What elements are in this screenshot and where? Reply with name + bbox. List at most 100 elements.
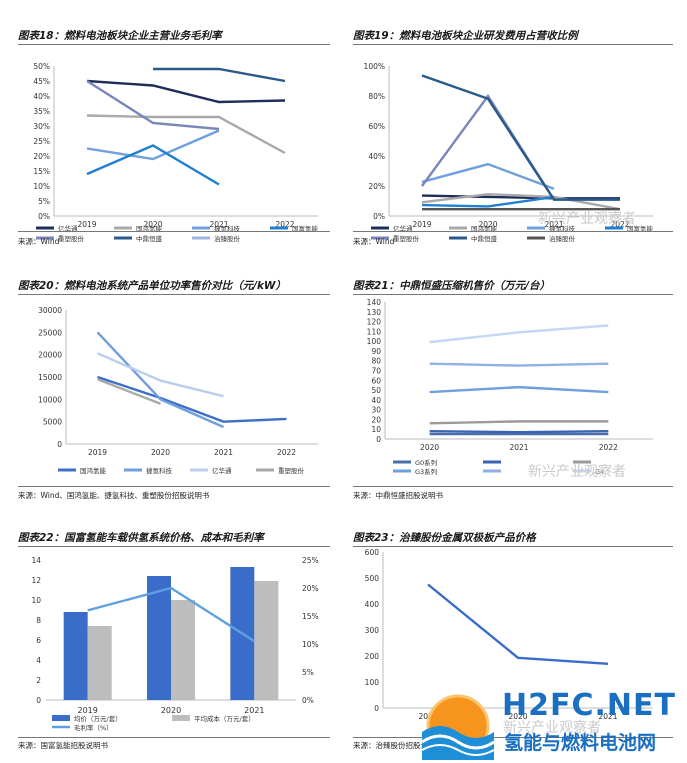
source-rule <box>18 737 330 738</box>
chart-19: 0% 20% 40% 60% 80% 100% 2019 2020 2021 2022 亿华通 国鸿氢… <box>364 62 654 243</box>
x-tick-label: 2022 <box>599 443 618 452</box>
legend-label: G4 <box>595 468 604 476</box>
y-tick-label: 25% <box>33 137 50 146</box>
y-tick-label: 110 <box>367 327 382 336</box>
bar-平均成本（万元/套） <box>171 600 195 700</box>
series-line-国鸿氢能 <box>421 192 621 211</box>
y-tick-label: 5% <box>38 197 50 206</box>
chart-20: 0 5000 10000 15000 20000 25000 30000 2019 2020 20… <box>38 306 318 475</box>
y-tick-label: 100 <box>367 337 382 346</box>
y-tick-label: 60 <box>371 376 381 385</box>
series-line-中鼎恒盛 <box>421 74 620 201</box>
y-tick-label: 200 <box>365 652 380 661</box>
legend-label: 中鼎恒盛 <box>471 234 498 243</box>
y-tick-label: 500 <box>365 574 380 583</box>
series-line-国鸿氢能 <box>97 375 287 423</box>
panel-chart-22: 图表22：国富氢能车载供氢系统价格、成本和毛利率 0 2 4 6 8 10 12 14 0% 5%… <box>18 530 330 755</box>
x-tick-label: 2021 <box>214 448 233 457</box>
x-tick-label: 2021 <box>209 220 228 229</box>
series-line-重塑股份 <box>86 79 220 131</box>
legend-label: 国鸿氢能 <box>471 224 498 233</box>
y-tick-label: 8 <box>36 616 41 625</box>
watermark: 新兴产业观察者 <box>503 720 601 736</box>
x-tick-label: 2020 <box>420 443 439 452</box>
y-tick-label: 30% <box>33 122 50 131</box>
y-tick-label: 50% <box>33 62 50 71</box>
panel-chart-19: 图表19：燃料电池板块企业研发费用占营收比例 0% 20% 40% 60% 80% 100… <box>353 28 673 258</box>
y-right-tick-label: 20% <box>302 584 319 593</box>
chart-source: 来源：国富氢能招股说明书 <box>18 741 108 750</box>
y-tick-label: 0 <box>57 440 62 449</box>
y-tick-label: 12 <box>31 576 41 585</box>
legend-label: 国富氢能 <box>627 224 654 233</box>
legend-label: 捷氢科技 <box>214 224 241 233</box>
legend-label: 捷氢科技 <box>146 466 173 475</box>
x-tick-label: 2020 <box>508 712 527 721</box>
series-line-G3系列 <box>429 385 609 394</box>
series-line-捷氢科技 <box>421 162 555 190</box>
y-tick-label: 0 <box>36 696 41 705</box>
bar-平均成本（万元/套） <box>87 626 112 700</box>
legend-label: 重塑股份 <box>58 234 85 243</box>
y-tick-label: 10 <box>371 425 381 434</box>
x-tick-label: 2021 <box>244 706 264 715</box>
x-tick-label: 2019 <box>77 220 96 229</box>
series-line-重塑股份 <box>97 378 161 405</box>
bar-均价（万元/套） <box>63 612 88 700</box>
y-tick-label: 5000 <box>43 418 62 427</box>
y-tick-label: 0% <box>38 212 50 221</box>
watermark: 新兴产业观察者 <box>538 211 636 227</box>
series-line-国富氢能 <box>86 144 220 186</box>
x-tick-label: 2022 <box>610 220 629 229</box>
x-tick-label: 2021 <box>598 712 617 721</box>
y-tick-label: 0% <box>373 212 385 221</box>
y-tick-label: 140 <box>367 298 382 307</box>
legend-label: 重塑股份 <box>278 466 305 475</box>
legend-label: 毛利率（%） <box>74 723 113 732</box>
y-tick-label: 40% <box>33 92 50 101</box>
legend-label: 国富氢能 <box>292 224 319 233</box>
legend-label: 国鸿氢能 <box>136 224 163 233</box>
y-tick-label: 15% <box>33 167 50 176</box>
x-tick-label: 2022 <box>275 220 294 229</box>
series-line-捷氢科技 <box>86 129 220 161</box>
source-rule <box>18 486 330 487</box>
legend-label: 亿华通 <box>212 466 232 475</box>
chart-title: 图表22：国富氢能车载供氢系统价格、成本和毛利率 <box>18 532 264 544</box>
bar-均价（万元/套） <box>147 576 171 700</box>
series-line-series <box>429 429 609 434</box>
y-tick-label: 30000 <box>38 306 62 315</box>
chart-source: 来源：Wind、国鸿氢能、捷氢科技、重塑股份招股说明书 <box>18 491 210 500</box>
legend-swatch <box>52 715 70 721</box>
x-tick-label: 2020 <box>478 220 497 229</box>
legend-label: 中鼎恒盛 <box>136 234 163 243</box>
y-tick-label: 70 <box>371 367 381 376</box>
series-line-series <box>429 420 609 425</box>
y-tick-label: 300 <box>365 626 380 635</box>
series-line-G4 <box>429 324 609 344</box>
x-tick-label: 2019 <box>412 220 431 229</box>
legend-label: G3系列 <box>415 467 437 476</box>
h2fc-logo: H2FC.NET 氢能与燃料电池网 <box>414 686 682 760</box>
title-rule <box>18 546 330 547</box>
y-tick-label: 10000 <box>38 395 62 404</box>
y-right-tick-label: 10% <box>302 640 319 649</box>
y-tick-label: 14 <box>31 556 41 565</box>
title-rule <box>18 294 330 295</box>
legend-label: 亿华通 <box>393 224 413 233</box>
y-tick-label: 20 <box>371 415 381 424</box>
panel-chart-18: 图表18：燃料电池板块企业主营业务毛利率 0% 5% 10% 15% 20% 25% 30%… <box>18 28 330 258</box>
legend-label: G0系列 <box>415 458 437 467</box>
chart-source: 来源：中鼎恒盛招股说明书 <box>353 491 443 500</box>
y-right-tick-label: 25% <box>302 556 319 565</box>
y-tick-label: 60% <box>368 122 385 131</box>
y-tick-label: 120 <box>367 318 382 327</box>
y-tick-label: 20% <box>33 152 50 161</box>
y-tick-label: 0 <box>374 704 379 713</box>
y-tick-label: 100 <box>365 678 380 687</box>
title-rule <box>18 44 330 45</box>
chart-22: 0 2 4 6 8 10 12 14 0% 5% 10% 15% 20% 25% 2019 2020 2021 均… <box>31 556 319 732</box>
panel-chart-20: 图表20：燃料电池系统产品单位功率售价对比（元/kW） 0 5000 10000 15… <box>18 278 330 508</box>
y-tick-label: 80 <box>371 357 381 366</box>
